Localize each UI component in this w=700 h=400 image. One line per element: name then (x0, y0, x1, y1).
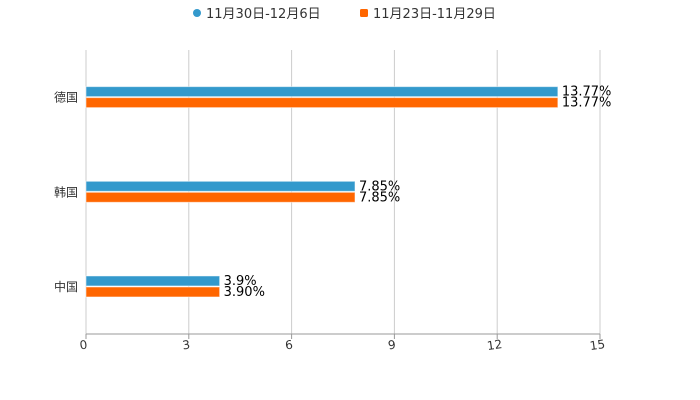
data-label: 7.85% (359, 190, 400, 205)
x-tick-label: 6 (284, 338, 294, 353)
bar-previous-week (85, 97, 559, 109)
x-tick-label: 0 (79, 338, 89, 353)
bar-current-week (85, 86, 559, 98)
x-tick-label: 12 (486, 337, 503, 353)
x-tick-label: 3 (181, 338, 191, 353)
data-label: 3.90% (224, 285, 265, 300)
legend-marker (360, 9, 368, 17)
bar-current-week (85, 180, 356, 192)
category-label: 德国 (54, 90, 78, 105)
bar-previous-week (85, 191, 356, 203)
bar-previous-week (85, 286, 221, 298)
category-label: 韩国 (54, 184, 78, 199)
legend-label: 11月23日-11月29日 (373, 7, 496, 22)
legend-label: 11月30日-12月6日 (206, 7, 321, 22)
data-label: 3.9% (224, 274, 257, 289)
data-label: 7.85% (359, 179, 400, 194)
data-label: 13.77% (562, 96, 612, 111)
data-label: 13.77% (562, 85, 612, 100)
x-tick-label: 15 (589, 337, 606, 353)
x-tick-label: 9 (387, 338, 397, 353)
legend-marker (193, 9, 201, 17)
bar-current-week (85, 275, 221, 287)
category-label: 中国 (54, 279, 78, 294)
